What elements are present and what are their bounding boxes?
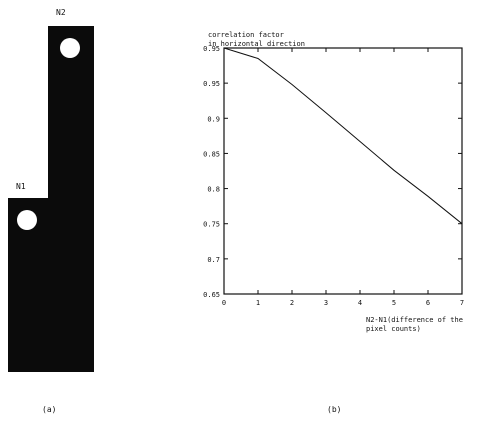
n2-label: N2 — [56, 8, 66, 17]
x-tick-label: 3 — [324, 299, 328, 307]
series-layer — [223, 47, 463, 225]
x-axis-ticks: 0 1 2 3 4 5 6 7 — [222, 48, 464, 307]
n1-label: N1 — [16, 182, 26, 191]
plot-frame — [223, 47, 463, 295]
l-shaped-dark-region — [8, 26, 94, 372]
panel-a-label: (a) — [42, 405, 56, 414]
x-tick-label: 7 — [460, 299, 464, 307]
x-tick-label: 2 — [290, 299, 294, 307]
y-axis-ticks: 0.65 0.7 0.75 0.8 0.85 0.9 0.95 0.95 — [203, 45, 462, 299]
x-tick-label: 1 — [256, 299, 260, 307]
y-tick-label: 0.7 — [207, 256, 220, 264]
panel-b-label: (b) — [327, 405, 341, 414]
n1-pixel-marker — [17, 210, 37, 230]
pixel-region-illustration: N2 N1 (a) — [8, 8, 94, 414]
x-tick-label: 0 — [222, 299, 226, 307]
y-axis-label-line-1: correlation factor — [208, 31, 284, 39]
y-tick-label: 0.95 — [203, 45, 220, 53]
x-tick-label: 5 — [392, 299, 396, 307]
y-tick-label: 0.9 — [207, 115, 220, 123]
y-axis-label-line-2: in horizontal direction — [208, 40, 305, 48]
x-tick-label: 4 — [358, 299, 362, 307]
y-tick-label: 0.8 — [207, 186, 220, 194]
y-tick-label: 0.75 — [203, 221, 220, 229]
y-tick-label: 0.65 — [203, 291, 220, 299]
correlation-chart: correlation factor in horizontal directi… — [203, 31, 464, 414]
n2-pixel-marker — [60, 38, 80, 58]
x-axis-label-line-1: N2-N1(difference of the — [366, 316, 463, 324]
series-line — [223, 47, 463, 225]
x-tick-label: 6 — [426, 299, 430, 307]
y-tick-label: 0.95 — [203, 80, 220, 88]
x-axis-label-line-2: pixel counts) — [366, 325, 421, 333]
y-tick-label: 0.85 — [203, 150, 220, 158]
